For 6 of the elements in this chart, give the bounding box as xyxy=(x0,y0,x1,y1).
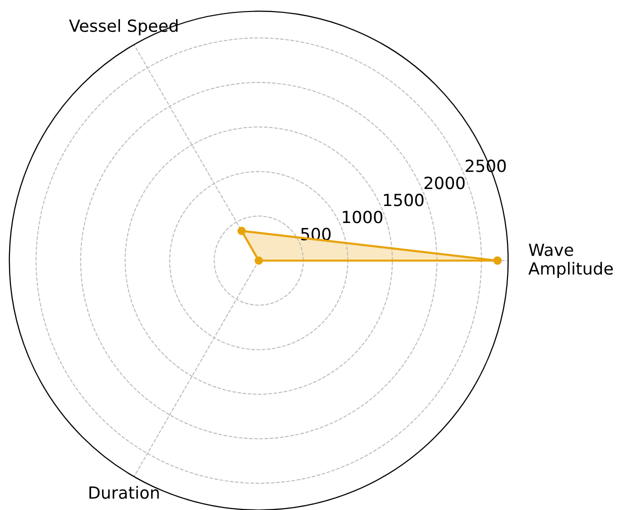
y-tick-label: 1500 xyxy=(384,194,424,206)
y-tick-label: 1000 xyxy=(342,210,382,224)
y-tick-label: 2000 xyxy=(424,176,465,190)
spoke-label: Vessel Speed xyxy=(69,19,178,36)
spoke-label: Wave Amplitude xyxy=(528,244,613,278)
spoke-label: Duration xyxy=(89,486,159,499)
